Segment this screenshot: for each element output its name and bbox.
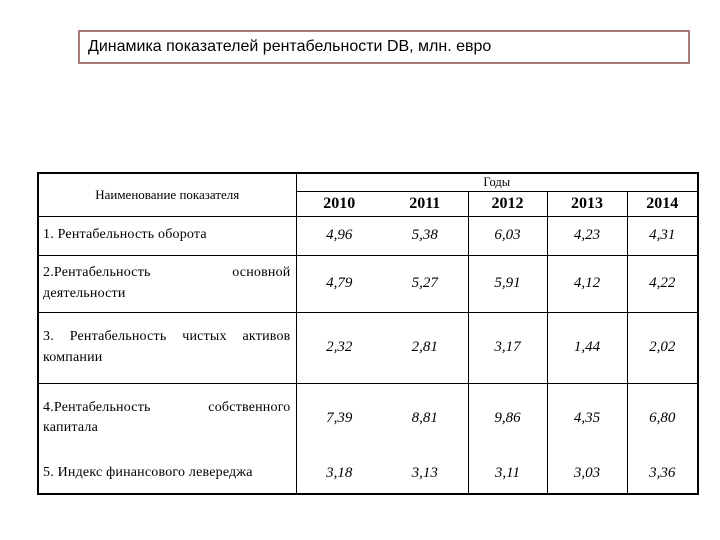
value-cell: 4,23 (546, 215, 628, 256)
table-row-financial-leverage-index: 5. Индекс финансового левереджа 3,18 3,1… (37, 453, 699, 495)
col-header-year-2011: 2011 (382, 190, 469, 217)
value-cell: 3,03 (546, 453, 628, 495)
value-cell: 4,35 (546, 382, 628, 453)
col-header-year-2012: 2012 (467, 190, 548, 217)
table-row-core-activity-profitability: 2.Рентабельность основной деятельности 4… (37, 254, 699, 313)
row-label: 2.Рентабельность основной деятельности (37, 254, 297, 313)
value-cell: 4,22 (626, 254, 699, 313)
value-cell: 5,91 (467, 254, 548, 313)
value-cell: 4,79 (295, 254, 382, 313)
profitability-table-container: Наименование показателя Годы 2010 2011 2… (37, 172, 700, 495)
col-header-year-2013: 2013 (546, 190, 628, 217)
title-box: Динамика показателей рентабельности DB, … (78, 30, 690, 64)
value-cell: 3,13 (382, 453, 469, 495)
header-row-years: 2010 2011 2012 2013 2014 (38, 190, 699, 217)
value-cell: 1,44 (546, 311, 628, 384)
value-cell: 8,81 (382, 382, 469, 453)
row-label: 3. Рентабельность чистых активов компани… (37, 311, 297, 384)
value-cell: 6,80 (626, 382, 699, 453)
value-cell: 6,03 (467, 215, 548, 256)
value-cell: 2,02 (626, 311, 699, 384)
value-cell: 7,39 (295, 382, 382, 453)
value-cell: 3,18 (295, 453, 382, 495)
row-label: 5. Индекс финансового левереджа (37, 453, 297, 495)
profitability-table: Наименование показателя Годы 2010 2011 2… (37, 172, 700, 495)
row-label: 4.Рентабельность собственного капитала (37, 382, 297, 453)
slide-title: Динамика показателей рентабельности DB, … (88, 38, 492, 55)
header-row-years-group: Наименование показателя Годы (37, 172, 699, 217)
col-header-year-2010: 2010 (295, 190, 382, 217)
value-cell: 4,96 (295, 215, 382, 256)
value-cell: 2,81 (382, 311, 469, 384)
value-cell: 4,12 (546, 254, 628, 313)
row-label: 1. Рентабельность оборота (37, 215, 297, 256)
table-row-turnover-profitability: 1. Рентабельность оборота 4,96 5,38 6,03… (37, 215, 699, 256)
value-cell: 3,36 (626, 453, 699, 495)
value-cell: 3,17 (467, 311, 548, 384)
value-cell: 5,27 (382, 254, 469, 313)
value-cell: 3,11 (467, 453, 548, 495)
value-cell: 5,38 (382, 215, 469, 256)
col-header-years-group: Годы (295, 172, 699, 192)
col-header-year-2014: 2014 (626, 190, 699, 217)
col-header-indicator-name: Наименование показателя (37, 172, 297, 217)
value-cell: 4,31 (626, 215, 699, 256)
table-row-net-assets-profitability: 3. Рентабельность чистых активов компани… (37, 311, 699, 384)
table-row-equity-profitability: 4.Рентабельность собственного капитала 7… (37, 382, 699, 453)
value-cell: 9,86 (467, 382, 548, 453)
value-cell: 2,32 (295, 311, 382, 384)
